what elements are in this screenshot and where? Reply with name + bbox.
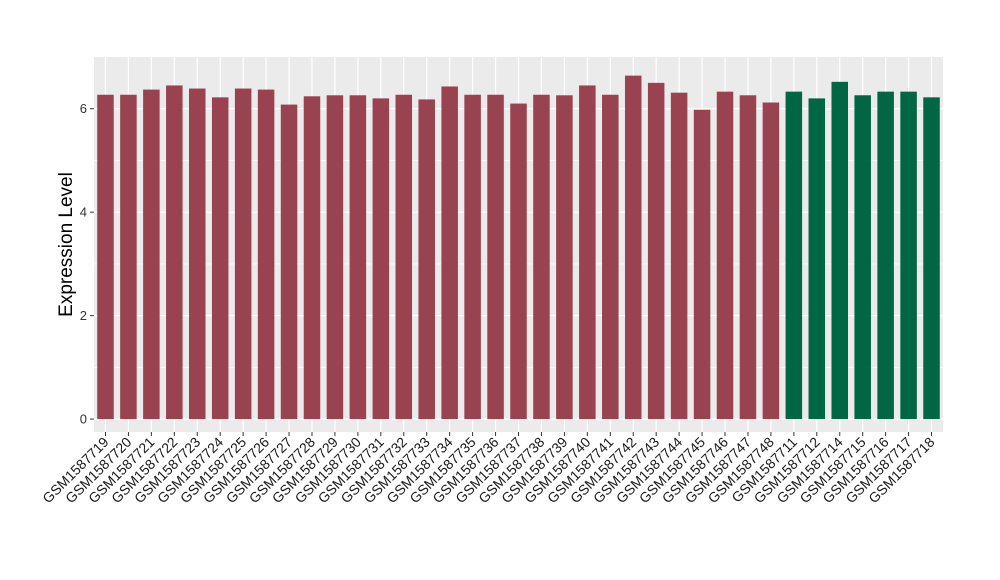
bar-GSM1587746 bbox=[716, 91, 734, 420]
y-axis: 0 2 4 6 bbox=[80, 101, 94, 427]
bar-GSM1587739 bbox=[556, 95, 573, 420]
bar-GSM1587717 bbox=[900, 91, 917, 420]
x-axis: GSM1587719GSM1587720GSM1587721GSM1587722… bbox=[39, 432, 938, 506]
bar-GSM1587727 bbox=[280, 104, 298, 420]
bar-GSM1587721 bbox=[143, 89, 160, 420]
bar-GSM1587737 bbox=[510, 103, 527, 420]
bar-GSM1587735 bbox=[464, 94, 481, 420]
y-tick-label: 6 bbox=[80, 101, 87, 116]
bar-GSM1587747 bbox=[739, 95, 757, 420]
bar-GSM1587720 bbox=[120, 94, 137, 420]
bar-GSM1587725 bbox=[234, 88, 252, 420]
bar-GSM1587742 bbox=[624, 75, 642, 420]
bar-GSM1587745 bbox=[693, 109, 711, 420]
bar-GSM1587741 bbox=[602, 94, 619, 420]
bar-GSM1587726 bbox=[257, 89, 275, 420]
bar-GSM1587715 bbox=[854, 95, 871, 420]
y-axis-title: Expression Level bbox=[56, 172, 77, 317]
bar-GSM1587733 bbox=[418, 99, 435, 420]
y-tick-label: 0 bbox=[80, 412, 87, 427]
bar-GSM1587723 bbox=[188, 88, 206, 420]
bar-GSM1587744 bbox=[670, 92, 688, 420]
bar-GSM1587730 bbox=[349, 95, 367, 420]
bar-GSM1587732 bbox=[395, 94, 413, 420]
bar-GSM1587740 bbox=[579, 85, 596, 420]
bar-GSM1587734 bbox=[441, 86, 458, 420]
bar-GSM1587712 bbox=[808, 98, 826, 420]
bar-GSM1587736 bbox=[487, 94, 504, 420]
bar-GSM1587743 bbox=[647, 82, 665, 420]
bar-GSM1587738 bbox=[533, 94, 550, 420]
bar-GSM1587728 bbox=[303, 96, 321, 420]
bar-GSM1587748 bbox=[762, 102, 780, 420]
bar-GSM1587729 bbox=[326, 95, 344, 420]
bar-GSM1587724 bbox=[211, 97, 229, 420]
y-tick-label: 4 bbox=[80, 205, 87, 220]
bar-GSM1587714 bbox=[831, 81, 849, 420]
y-tick-label: 2 bbox=[80, 308, 87, 323]
bar-GSM1587719 bbox=[97, 94, 114, 420]
bar-GSM1587722 bbox=[166, 85, 183, 420]
bar-GSM1587731 bbox=[372, 98, 390, 420]
bar-GSM1587718 bbox=[923, 97, 940, 420]
bar-GSM1587711 bbox=[785, 91, 803, 420]
bar-GSM1587716 bbox=[877, 91, 894, 420]
bars bbox=[97, 75, 940, 420]
